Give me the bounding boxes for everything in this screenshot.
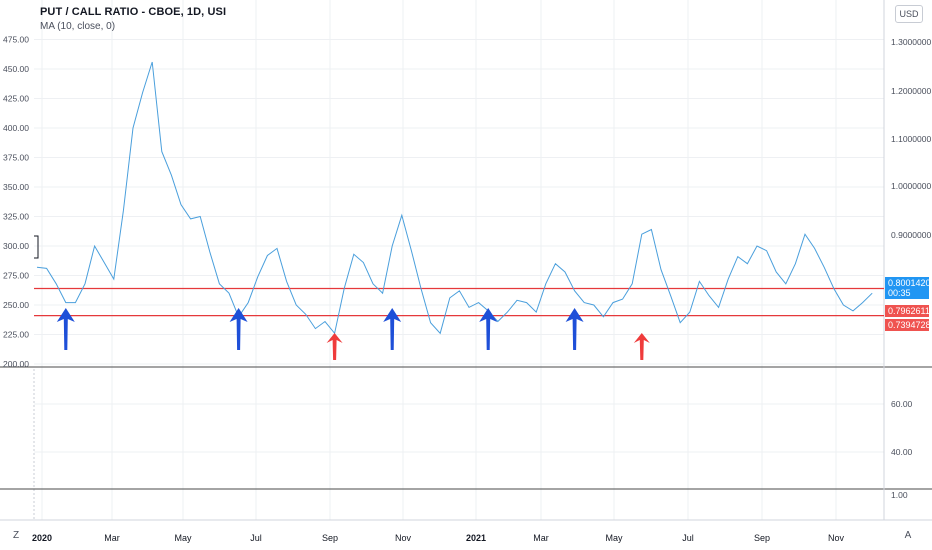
arrows — [56, 308, 650, 360]
x-tick-label: May — [605, 533, 623, 543]
pane2-tick-label: 60.00 — [891, 399, 913, 409]
upper-support-tag: 0.7962611 — [885, 305, 930, 317]
indicator-legend[interactable]: MA (10, close, 0) — [40, 21, 116, 32]
left-tick-label: 250.00 — [3, 300, 29, 310]
x-tick-label: Sep — [322, 533, 338, 543]
series — [34, 61, 884, 335]
left-tick-label: 200.00 — [3, 359, 29, 369]
left-tick-label: 475.00 — [3, 35, 29, 45]
blue-up-arrow — [479, 308, 498, 350]
left-tick-label: 350.00 — [3, 182, 29, 192]
pane3-tick-label: 1.00 — [891, 490, 908, 500]
auto-scale-button[interactable]: A — [904, 530, 912, 541]
timezone-button[interactable]: Z — [12, 530, 20, 541]
left-tick-label: 300.00 — [3, 241, 29, 251]
chart-title: PUT / CALL RATIO - CBOE, 1D, USI — [40, 6, 227, 18]
blue-up-arrow — [383, 308, 402, 350]
chart-header: PUT / CALL RATIO - CBOE, 1D, USI MA (10,… — [40, 6, 226, 32]
x-tick-label: Mar — [533, 533, 549, 543]
x-tick-label: Jul — [250, 533, 262, 543]
left-tick-label: 225.00 — [3, 330, 29, 340]
x-tick-label: Sep — [754, 533, 770, 543]
right-tick-label: 0.9000000 — [891, 230, 931, 240]
red-up-arrow — [633, 333, 650, 360]
blue-up-arrow — [565, 308, 584, 350]
blue-up-arrow — [56, 308, 75, 350]
left-tick-label: 325.00 — [3, 212, 29, 222]
ma-line — [36, 61, 873, 335]
price-tag-value: 0.7394728 — [888, 320, 931, 330]
left-tick-label: 450.00 — [3, 64, 29, 74]
x-tick-label: 2021 — [466, 533, 486, 543]
last-price-tag: 0.8001420 00:35 — [885, 277, 931, 299]
x-tick-label: May — [174, 533, 192, 543]
right-tick-label: 1.0000000 — [891, 181, 931, 191]
right-tick-label: 1.1000000 — [891, 134, 931, 144]
x-tick-label: Mar — [104, 533, 120, 543]
lower-support-tag: 0.7394728 — [885, 319, 931, 331]
price-tag-value: 0.8001420 — [888, 278, 931, 288]
blue-up-arrow — [229, 308, 248, 350]
grid — [33, 0, 884, 520]
left-tick-label: 375.00 — [3, 153, 29, 163]
right-tick-label: 1.2000000 — [891, 86, 931, 96]
x-tick-label: Nov — [828, 533, 845, 543]
right-tick-label: 1.3000000 — [891, 37, 931, 47]
series-marker — [34, 235, 39, 259]
pane2-tick-label: 40.00 — [891, 447, 913, 457]
left-tick-label: 275.00 — [3, 271, 29, 281]
left-tick-label: 400.00 — [3, 123, 29, 133]
x-tick-label: 2020 — [32, 533, 52, 543]
price-tag-countdown: 00:35 — [888, 288, 911, 298]
left-tick-label: 425.00 — [3, 94, 29, 104]
x-tick-label: Jul — [682, 533, 694, 543]
red-up-arrow — [326, 333, 343, 360]
currency-button[interactable]: USD — [895, 5, 923, 23]
price-tag-value: 0.7962611 — [888, 306, 930, 316]
x-tick-label: Nov — [395, 533, 412, 543]
